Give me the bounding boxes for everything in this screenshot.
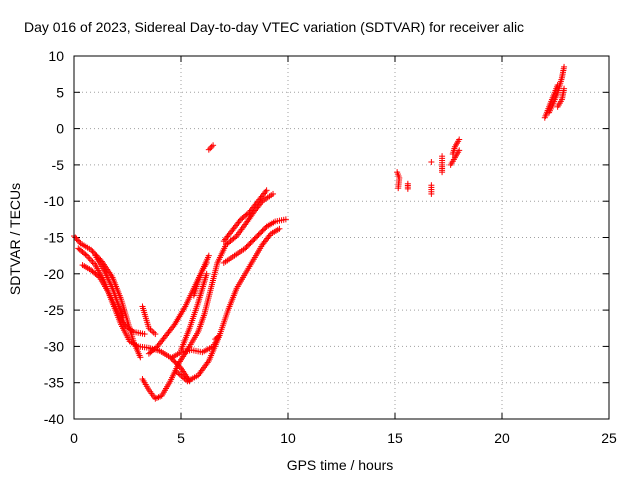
x-tick-label: 25 bbox=[601, 430, 617, 446]
data-point bbox=[456, 136, 463, 143]
x-tick-label: 20 bbox=[494, 430, 510, 446]
data-point bbox=[428, 158, 435, 165]
data-point bbox=[141, 331, 148, 338]
data-point bbox=[395, 185, 402, 192]
data-point bbox=[254, 233, 261, 240]
data-point bbox=[203, 259, 210, 266]
data-point bbox=[88, 257, 95, 264]
y-tick-label: -20 bbox=[44, 266, 64, 282]
data-point bbox=[250, 237, 257, 244]
data-point bbox=[561, 85, 568, 92]
data-point bbox=[208, 143, 215, 150]
data-point bbox=[203, 270, 210, 277]
y-tick-label: -15 bbox=[44, 230, 64, 246]
data-point bbox=[88, 246, 95, 253]
data-point bbox=[205, 146, 212, 153]
y-tick-label: -35 bbox=[44, 375, 64, 391]
data-point bbox=[248, 238, 255, 245]
grid-lines bbox=[74, 56, 609, 419]
data-point bbox=[153, 344, 160, 351]
data-point bbox=[404, 180, 411, 187]
data-point bbox=[561, 63, 568, 70]
data-point bbox=[73, 235, 80, 242]
data-point bbox=[89, 248, 96, 255]
data-point bbox=[251, 235, 258, 242]
data-point bbox=[247, 239, 254, 246]
data-point bbox=[252, 234, 259, 241]
y-tick-label: 10 bbox=[48, 48, 64, 64]
x-axis-label: GPS time / hours bbox=[286, 457, 394, 473]
y-tick-label: -30 bbox=[44, 338, 64, 354]
data-point bbox=[245, 210, 252, 217]
data-point bbox=[259, 227, 266, 234]
data-point bbox=[207, 145, 214, 152]
data-point bbox=[76, 238, 83, 245]
y-tick-label: 0 bbox=[56, 121, 64, 137]
x-tick-label: 0 bbox=[70, 430, 78, 446]
data-point bbox=[242, 245, 249, 252]
data-point bbox=[215, 333, 222, 340]
data-point bbox=[86, 255, 93, 262]
x-tick-label: 10 bbox=[280, 430, 296, 446]
data-point bbox=[216, 332, 223, 339]
data-point bbox=[243, 244, 250, 251]
y-tick-label: -40 bbox=[44, 411, 64, 427]
data-point bbox=[89, 258, 96, 265]
x-tick-label: 5 bbox=[177, 430, 185, 446]
data-point bbox=[255, 231, 262, 238]
data-point bbox=[456, 147, 463, 154]
data-point bbox=[260, 226, 267, 233]
data-point bbox=[85, 254, 92, 261]
data-point bbox=[169, 357, 176, 364]
data-point bbox=[137, 354, 144, 361]
data-point bbox=[210, 142, 217, 149]
data-point bbox=[256, 230, 263, 237]
data-points bbox=[71, 63, 568, 402]
data-point bbox=[282, 216, 289, 223]
chart-title: Day 016 of 2023, Sidereal Day-to-day VTE… bbox=[24, 19, 525, 35]
data-point bbox=[262, 224, 269, 231]
data-point bbox=[152, 331, 159, 338]
data-point bbox=[258, 229, 265, 236]
axis-ticks: 0 5 10 15 20 25 -40 -35 -30 -25 -20 -15 -10 -5 0 5 10 bbox=[44, 48, 617, 446]
data-point bbox=[263, 187, 270, 194]
y-tick-label: 5 bbox=[56, 84, 64, 100]
data-point bbox=[428, 190, 435, 197]
data-point bbox=[171, 358, 178, 365]
data-point bbox=[82, 251, 89, 258]
plot-frame bbox=[73, 55, 610, 420]
data-point bbox=[244, 242, 251, 249]
data-point bbox=[439, 153, 446, 160]
y-tick-label: -10 bbox=[44, 193, 64, 209]
y-axis-label: SDTVAR / TECUs bbox=[7, 182, 23, 296]
data-point bbox=[205, 252, 212, 259]
x-tick-label: 15 bbox=[387, 430, 403, 446]
y-tick-label: -5 bbox=[52, 157, 65, 173]
data-point bbox=[246, 241, 253, 248]
data-point bbox=[276, 225, 283, 232]
data-point bbox=[120, 314, 127, 321]
data-point bbox=[95, 273, 102, 280]
data-point bbox=[270, 190, 277, 197]
y-tick-label: -25 bbox=[44, 302, 64, 318]
data-point bbox=[72, 234, 79, 241]
data-point bbox=[74, 237, 81, 244]
